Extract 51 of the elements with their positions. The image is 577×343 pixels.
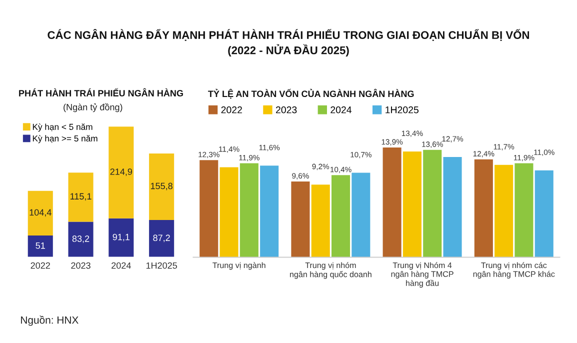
bar [260, 166, 279, 258]
bar [402, 151, 422, 258]
bar [311, 184, 330, 258]
x-tick-label: Trung vị Nhóm 4 ngân hàng TMCP hàng đầu [391, 262, 454, 288]
bar [220, 167, 238, 258]
bar [200, 160, 218, 258]
bar [68, 222, 94, 258]
legend-label: Kỳ hạn < 5 năm [32, 123, 92, 132]
data-label: 214,9 [110, 168, 132, 176]
bar [352, 172, 370, 258]
bar [474, 159, 493, 258]
text: CÁC NGÂN HÀNG ĐẨY MẠNH PHÁT HÀNH TRÁI PHIẾU TRONG GIAI ĐOẠN CHUẨN BỊ VỐN (2022 - NỬA ĐẦU 2025) [48, 28, 530, 56]
x-tick-label: Trung vị nhóm các ngân hàng TMCP khác [473, 262, 555, 279]
bar [423, 150, 442, 258]
bar [240, 163, 258, 258]
bar [382, 147, 402, 258]
x-tick-label: Trung vị ngành [212, 262, 266, 270]
data-label: 115,1 [70, 193, 92, 201]
bar [28, 190, 53, 236]
legend-label: 1H2025 [386, 106, 419, 114]
x-tick-label: 1H2025 [146, 262, 177, 269]
bar [514, 163, 534, 258]
bar [443, 156, 462, 258]
bar [332, 175, 350, 258]
legend-label: 2022 [221, 106, 242, 114]
data-label: 87,2 [153, 234, 170, 242]
data-label: 83,2 [72, 236, 90, 243]
chart-title: PHÁT HÀNH TRÁI PHIẾU NGÂN HÀNG [19, 88, 183, 96]
bar [534, 170, 554, 258]
legend-label: 2023 [276, 106, 297, 114]
data-label: 91,1 [112, 234, 130, 242]
chart-title: TỶ LỆ AN TOÀN VỐN CỦA NGÀNH NGÂN HÀNG [208, 88, 414, 99]
bar [108, 126, 134, 218]
bar [108, 218, 134, 258]
bar [68, 172, 94, 222]
x-tick-label: Trung vị nhóm ngân hàng quốc doanh [290, 262, 372, 279]
legend-label: 2024 [330, 106, 352, 114]
x-tick-label: 2022 [30, 262, 50, 269]
bar [494, 164, 514, 258]
x-tick-label: 2023 [71, 262, 90, 269]
text: Nguồn: HNX [21, 316, 78, 326]
bar [291, 181, 310, 258]
chart-subtitle: (Ngàn tỷ đồng) [64, 103, 122, 112]
x-tick-label: 2024 [112, 262, 131, 269]
bar [149, 153, 174, 220]
data-label: 155,8 [150, 182, 172, 190]
bar [149, 220, 174, 258]
bar [28, 235, 53, 258]
legend-label: Kỳ hạn >= 5 năm [32, 135, 98, 144]
data-label: 51 [36, 242, 45, 249]
data-label: 104,4 [30, 209, 52, 217]
